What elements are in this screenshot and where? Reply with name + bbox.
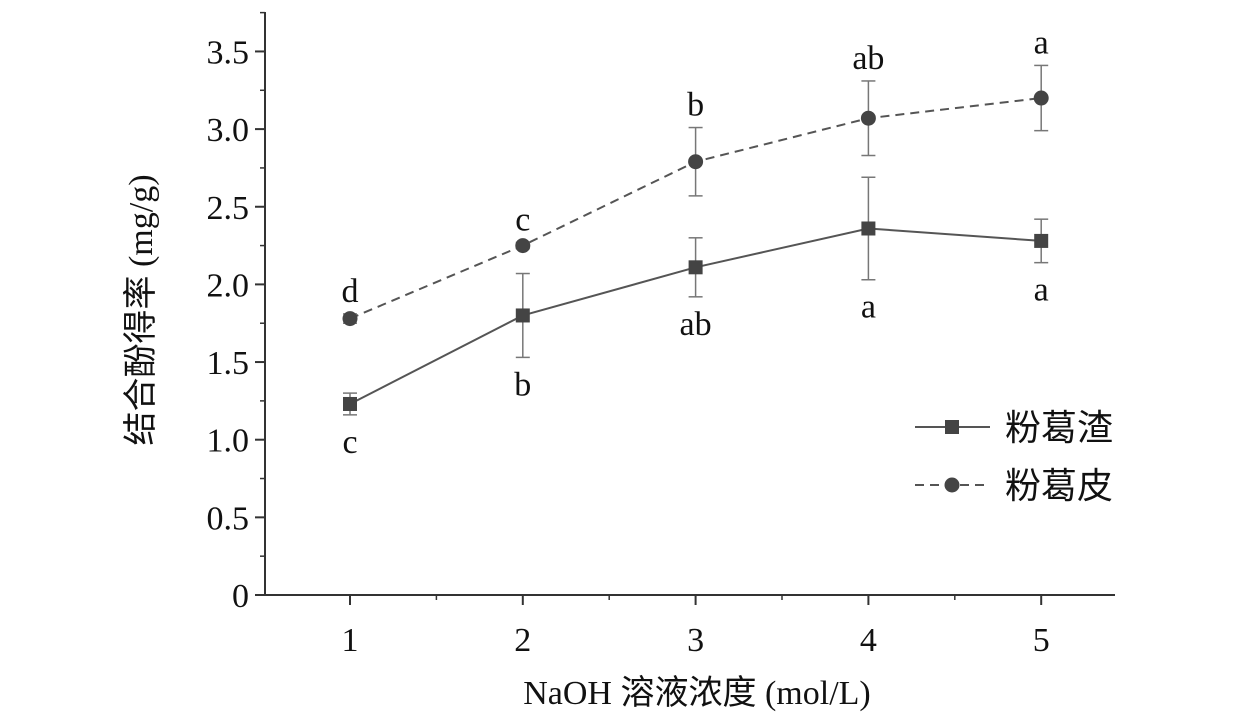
y-tick-label: 1.0 bbox=[207, 423, 250, 460]
legend-marker bbox=[944, 477, 960, 493]
x-axis-title: NaOH 溶液浓度 (mol/L) bbox=[523, 674, 871, 712]
significance-label: a bbox=[1034, 24, 1049, 61]
significance-label: a bbox=[861, 289, 876, 326]
data-point bbox=[861, 221, 876, 236]
significance-label: b bbox=[514, 366, 531, 403]
data-point bbox=[1034, 233, 1049, 248]
x-tick-label: 4 bbox=[860, 622, 877, 659]
legend-label: 粉葛渣 bbox=[1005, 408, 1113, 448]
legend-item: 粉葛皮 bbox=[915, 466, 1113, 506]
significance-label: b bbox=[687, 87, 704, 124]
series-layer bbox=[342, 64, 1049, 416]
legend-marker bbox=[945, 420, 959, 434]
y-tick-label: 1.5 bbox=[207, 345, 250, 382]
x-tick-label: 2 bbox=[514, 622, 531, 659]
legend-label: 粉葛皮 bbox=[1005, 466, 1113, 506]
data-point bbox=[515, 308, 530, 323]
x-tick-label: 5 bbox=[1033, 622, 1050, 659]
significance-labels: c b ab a a d c b ab a bbox=[342, 24, 1049, 460]
y-tick-label: 2.5 bbox=[207, 190, 250, 227]
y-axis-title: 结合酚得率 (mg/g) bbox=[122, 174, 160, 445]
data-point bbox=[860, 110, 876, 126]
significance-label: a bbox=[1034, 272, 1049, 309]
x-tick-label: 3 bbox=[687, 622, 704, 659]
data-point bbox=[1033, 90, 1049, 106]
series-2 bbox=[342, 64, 1049, 327]
data-point bbox=[515, 238, 531, 254]
significance-label: ab bbox=[852, 40, 884, 77]
significance-label: d bbox=[342, 273, 359, 310]
y-tick-label: 0 bbox=[232, 578, 249, 615]
legend-item: 粉葛渣 bbox=[915, 408, 1113, 448]
data-point bbox=[688, 154, 704, 170]
data-point bbox=[343, 396, 357, 411]
y-tick-label: 3.5 bbox=[207, 34, 250, 71]
series-1 bbox=[343, 176, 1049, 416]
y-tick-label: 3.0 bbox=[207, 112, 250, 149]
x-tick-label: 1 bbox=[342, 622, 359, 659]
significance-label: c bbox=[515, 201, 530, 238]
data-point bbox=[688, 260, 703, 275]
x-axis: 1 2 3 4 5 bbox=[265, 594, 1115, 659]
y-tick-label: 2.0 bbox=[207, 267, 250, 304]
significance-label: c bbox=[342, 424, 357, 461]
data-point bbox=[342, 311, 358, 327]
significance-label: ab bbox=[680, 306, 712, 343]
y-axis: 0 0.5 1.0 1.5 2.0 2.5 3.0 3.5 bbox=[207, 11, 266, 615]
y-tick-label: 0.5 bbox=[207, 500, 250, 537]
